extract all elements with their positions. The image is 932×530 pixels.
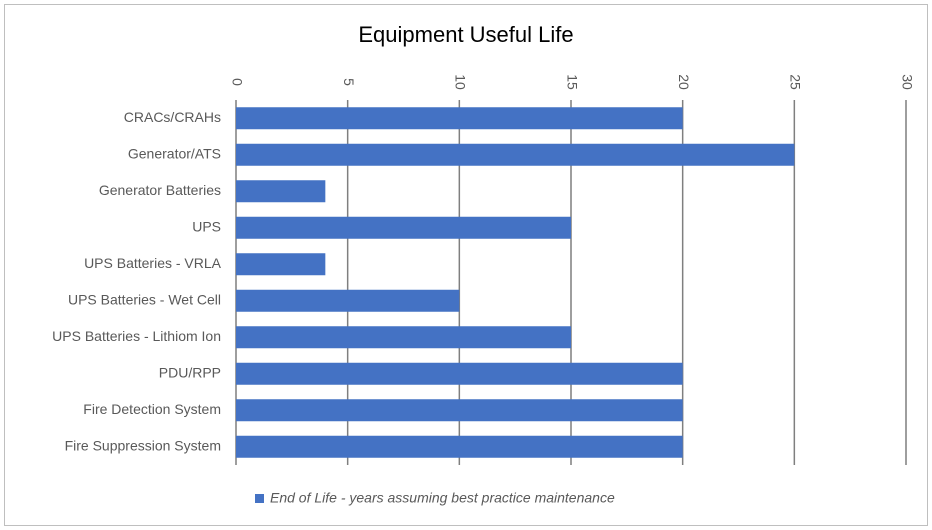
bar xyxy=(236,143,795,166)
bar xyxy=(236,399,683,422)
y-tick-label: Fire Suppression System xyxy=(65,437,221,453)
bar xyxy=(236,253,326,276)
y-tick-label: UPS xyxy=(192,218,221,234)
y-tick-label: Generator/ATS xyxy=(128,145,221,161)
bar xyxy=(236,107,683,130)
x-tick-label: 30 xyxy=(899,74,915,90)
y-tick-label: UPS Batteries - VRLA xyxy=(84,255,222,271)
x-tick-label: 20 xyxy=(676,74,692,90)
y-tick-label: UPS Batteries - Lithiom Ion xyxy=(52,328,221,344)
x-tick-label: 25 xyxy=(788,74,804,90)
y-tick-label: Generator Batteries xyxy=(99,182,221,198)
y-tick-label: CRACs/CRAHs xyxy=(124,109,221,125)
x-tick-label: 10 xyxy=(453,74,469,90)
bar xyxy=(236,362,683,385)
bar xyxy=(236,289,460,312)
legend-label: End of Life - years assuming best practi… xyxy=(270,490,615,506)
bar xyxy=(236,216,571,239)
y-tick-label: PDU/RPP xyxy=(159,364,221,380)
x-tick-label: 5 xyxy=(341,78,357,86)
x-tick-label: 15 xyxy=(564,74,580,90)
bar xyxy=(236,180,326,203)
legend-swatch xyxy=(255,494,264,503)
chart-title: Equipment Useful Life xyxy=(358,22,573,47)
bar xyxy=(236,326,571,349)
y-tick-label: UPS Batteries - Wet Cell xyxy=(68,291,221,307)
x-tick-label: 0 xyxy=(229,78,245,86)
bar xyxy=(236,435,683,458)
y-tick-label: Fire Detection System xyxy=(83,401,221,417)
